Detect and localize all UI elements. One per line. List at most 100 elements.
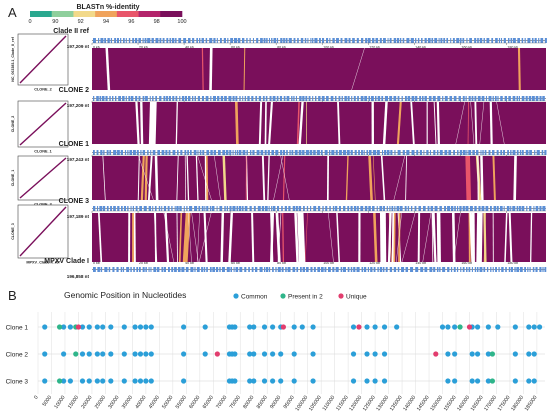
gene-mark bbox=[471, 267, 473, 272]
gene-mark bbox=[116, 38, 119, 43]
gene-mark bbox=[229, 150, 232, 155]
legend-swatch bbox=[280, 293, 286, 299]
data-point bbox=[67, 324, 73, 330]
scale-tick-label: 140 kb bbox=[415, 261, 426, 265]
data-point bbox=[457, 324, 463, 330]
gene-mark bbox=[384, 150, 387, 155]
gene-mark bbox=[242, 96, 244, 101]
gene-mark bbox=[196, 267, 200, 272]
alignment-gap bbox=[326, 156, 330, 200]
track-name: CLONE 3 bbox=[59, 198, 89, 205]
gene-mark bbox=[135, 96, 138, 101]
colorbar: BLASTn %-identity 0 90 92 94 96 98 100 bbox=[28, 4, 186, 25]
gene-mark bbox=[271, 150, 275, 155]
gene-mark bbox=[364, 96, 368, 101]
gene-mark bbox=[302, 96, 305, 101]
gene-mark bbox=[193, 150, 197, 155]
gene-mark bbox=[150, 150, 152, 155]
x-tick-label: 60000 bbox=[188, 395, 201, 410]
gene-mark bbox=[295, 206, 298, 211]
gene-mark bbox=[353, 206, 357, 211]
gene-mark bbox=[506, 206, 510, 211]
scale-tick-label: 180 kb bbox=[507, 46, 518, 50]
gene-mark bbox=[406, 38, 410, 43]
alignment-gap bbox=[268, 102, 273, 144]
gene-mark bbox=[297, 38, 299, 43]
alignment-crossing bbox=[191, 212, 199, 263]
gene-mark bbox=[500, 96, 503, 101]
gene-mark bbox=[503, 206, 505, 211]
gene-mark bbox=[474, 206, 477, 211]
gene-mark bbox=[249, 38, 251, 43]
gene-mark bbox=[496, 206, 499, 211]
gene-mark bbox=[265, 96, 268, 101]
gene-mark bbox=[187, 150, 189, 155]
gene-mark bbox=[199, 38, 201, 43]
gene-mark bbox=[309, 150, 313, 155]
data-point bbox=[356, 324, 362, 330]
gene-mark bbox=[329, 38, 331, 43]
gene-mark bbox=[436, 150, 439, 155]
gene-mark bbox=[317, 267, 321, 272]
gene-mark bbox=[360, 38, 364, 43]
gene-mark bbox=[351, 96, 353, 101]
track-size: 197,189 nt bbox=[67, 214, 90, 219]
gene-mark bbox=[233, 267, 235, 272]
gene-mark bbox=[244, 96, 247, 101]
data-point bbox=[381, 324, 388, 330]
gene-mark bbox=[142, 150, 146, 155]
gene-mark bbox=[524, 267, 527, 272]
gene-mark bbox=[539, 206, 542, 211]
gene-mark bbox=[399, 38, 402, 43]
gene-mark bbox=[175, 38, 177, 43]
gene-mark bbox=[189, 206, 193, 211]
gene-mark bbox=[401, 267, 405, 272]
gene-mark bbox=[529, 150, 532, 155]
gene-mark bbox=[539, 267, 542, 272]
gene-mark bbox=[282, 150, 286, 155]
gene-mark bbox=[196, 38, 198, 43]
gene-mark bbox=[145, 267, 147, 272]
dotplot-xlabel: CLONE_2 bbox=[34, 88, 52, 92]
gene-mark bbox=[401, 96, 403, 101]
gene-mark bbox=[177, 150, 179, 155]
alignment-gap bbox=[195, 156, 199, 200]
gene-mark bbox=[148, 267, 150, 272]
alignment-crossing bbox=[197, 155, 212, 201]
gene-mark bbox=[498, 38, 501, 43]
gene-mark bbox=[390, 150, 393, 155]
colorbar-segment bbox=[160, 11, 183, 17]
gene-mark bbox=[192, 38, 195, 43]
gene-mark bbox=[172, 96, 175, 101]
alignment-crossing bbox=[470, 101, 475, 145]
alignment-crossing bbox=[422, 212, 432, 263]
alignment-gap bbox=[182, 213, 191, 262]
gene-mark bbox=[165, 150, 168, 155]
data-point bbox=[94, 324, 100, 330]
data-point bbox=[86, 378, 92, 384]
gene-mark bbox=[334, 96, 337, 101]
gene-mark bbox=[235, 267, 239, 272]
alignment-crossing bbox=[138, 155, 154, 201]
gene-mark bbox=[434, 38, 438, 43]
gene-mark bbox=[128, 38, 131, 43]
position-chart: Genomic Position in Nucleotides Common Pr… bbox=[6, 290, 545, 412]
alignment-gap bbox=[483, 213, 487, 262]
alignment-crossing bbox=[455, 101, 465, 145]
gene-mark bbox=[482, 150, 484, 155]
gene-mark bbox=[247, 96, 250, 101]
gene-mark bbox=[479, 267, 483, 272]
gene-mark bbox=[469, 38, 472, 43]
gene-mark bbox=[279, 96, 283, 101]
gene-mark bbox=[227, 38, 229, 43]
gene-mark bbox=[526, 206, 528, 211]
data-point bbox=[495, 324, 501, 330]
scale-tick-label: 20 kb bbox=[139, 261, 148, 265]
gene-mark bbox=[528, 96, 532, 101]
alignment-crossing bbox=[479, 101, 485, 145]
gene-mark bbox=[382, 150, 384, 155]
data-point bbox=[489, 351, 496, 357]
gene-mark bbox=[372, 206, 375, 211]
gene-mark bbox=[302, 267, 306, 272]
gene-mark bbox=[503, 38, 506, 43]
